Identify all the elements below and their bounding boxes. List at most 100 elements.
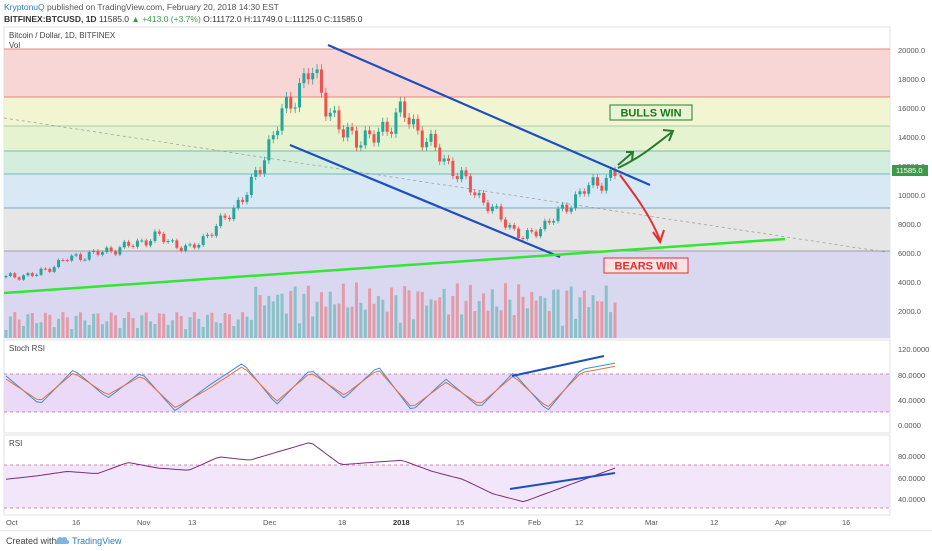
candle <box>534 231 538 237</box>
c-label: C: <box>323 14 333 24</box>
x-tick: Dec <box>263 518 277 527</box>
volume-bar <box>499 310 503 338</box>
volume-bar <box>249 319 253 338</box>
volume-bar <box>521 296 525 338</box>
candle <box>227 217 231 220</box>
open-value: 11172.0 <box>212 14 242 24</box>
candle <box>609 169 613 178</box>
volume-bar <box>13 312 17 338</box>
candle <box>74 254 78 256</box>
close-value: 11585.0 <box>332 14 363 24</box>
volume-bar <box>92 313 96 338</box>
volume-bar <box>530 292 534 338</box>
volume-bar <box>26 314 30 338</box>
candle <box>131 245 135 247</box>
bulls-win-box <box>609 104 693 121</box>
volume-bar <box>61 312 65 338</box>
chart-canvas[interactable]: BULLS WIN BEARS WIN Bitcoin / Dollar, 1D… <box>0 0 932 530</box>
candle <box>311 73 315 80</box>
candle <box>48 268 52 272</box>
candle <box>140 240 144 242</box>
volume-bar <box>118 328 122 338</box>
candle <box>315 69 319 74</box>
x-tick: 16 <box>842 518 850 527</box>
candle <box>17 277 21 280</box>
volume-bar <box>311 316 315 338</box>
volume-bar <box>17 319 21 338</box>
volume-bar <box>122 317 126 338</box>
volume-bar <box>407 290 411 338</box>
tradingview-cloud-icon <box>54 536 70 544</box>
volume-bar <box>192 312 196 338</box>
volume-bar <box>236 319 240 338</box>
x-tick: Apr <box>775 518 787 527</box>
rsi-y-axis: 40.0000 60.0000 80.0000 <box>898 452 925 504</box>
candle <box>578 191 582 195</box>
candle <box>206 234 210 237</box>
volume-bar <box>232 326 236 338</box>
candle <box>486 202 490 212</box>
volume-bar <box>508 299 512 338</box>
y-tick: 16000.0 <box>898 104 925 113</box>
channel-lower-line <box>289 143 561 259</box>
candle <box>355 130 359 148</box>
volume-bar <box>604 285 608 338</box>
volume-bar <box>394 295 398 338</box>
x-tick: 13 <box>188 518 196 527</box>
rsi-band <box>4 465 890 508</box>
volume-bar <box>390 287 394 338</box>
stoch-y-axis: 0.0000 40.0000 80.0000 120.0000 <box>898 345 929 430</box>
candle <box>499 206 503 220</box>
bull-arrow-stub <box>617 152 633 166</box>
volume-bar <box>8 316 12 338</box>
volume-bar <box>153 324 157 338</box>
candle <box>363 130 367 146</box>
candle <box>127 241 131 246</box>
volume-bar <box>184 329 188 338</box>
bull-arrow-stub-head <box>626 151 635 161</box>
volume-bar <box>578 297 582 338</box>
volume-bar <box>609 312 613 338</box>
candle <box>223 215 227 218</box>
volume-bar <box>4 330 8 338</box>
author-link[interactable]: KryptonuQ <box>4 2 45 12</box>
candle <box>39 268 43 275</box>
symbol-name: BITFINEX:BTCUSD, 1D <box>4 14 97 24</box>
volume-bar <box>201 326 205 338</box>
candle <box>87 252 91 260</box>
candle <box>460 170 464 180</box>
volume-bars <box>4 282 617 338</box>
candle <box>552 220 556 223</box>
volume-bar <box>135 327 139 338</box>
candle <box>293 107 297 109</box>
volume-label: Vol <box>9 41 20 50</box>
volume-bar <box>350 306 354 338</box>
candle <box>92 250 96 253</box>
candle <box>57 259 61 268</box>
volume-bar <box>328 291 332 338</box>
fib-band-3 <box>4 126 890 151</box>
candle <box>35 274 39 276</box>
volume-bar <box>298 323 302 338</box>
y-tick: 10000.0 <box>898 191 925 200</box>
y-tick: 40.0000 <box>898 396 925 405</box>
volume-bar <box>425 305 429 338</box>
volume-bar <box>460 314 464 338</box>
volume-bar <box>276 294 280 338</box>
volume-bar <box>574 318 578 338</box>
volume-bar <box>346 307 350 338</box>
candle <box>341 129 345 138</box>
volume-bar <box>355 282 359 338</box>
candle <box>241 199 245 202</box>
volume-bar <box>552 289 556 338</box>
candle <box>162 233 166 243</box>
dashed-trendline <box>3 117 886 253</box>
price-y-axis: 2000.0 4000.0 6000.0 8000.0 10000.0 1200… <box>892 46 928 316</box>
last-price-tag-text: 11585.0 <box>896 166 923 175</box>
candle <box>565 204 569 212</box>
tradingview-brand[interactable]: TradingView <box>72 536 122 546</box>
volume-bar <box>324 306 328 338</box>
volume-bar <box>245 316 249 338</box>
h-label: H: <box>244 14 253 24</box>
candle <box>245 194 249 202</box>
